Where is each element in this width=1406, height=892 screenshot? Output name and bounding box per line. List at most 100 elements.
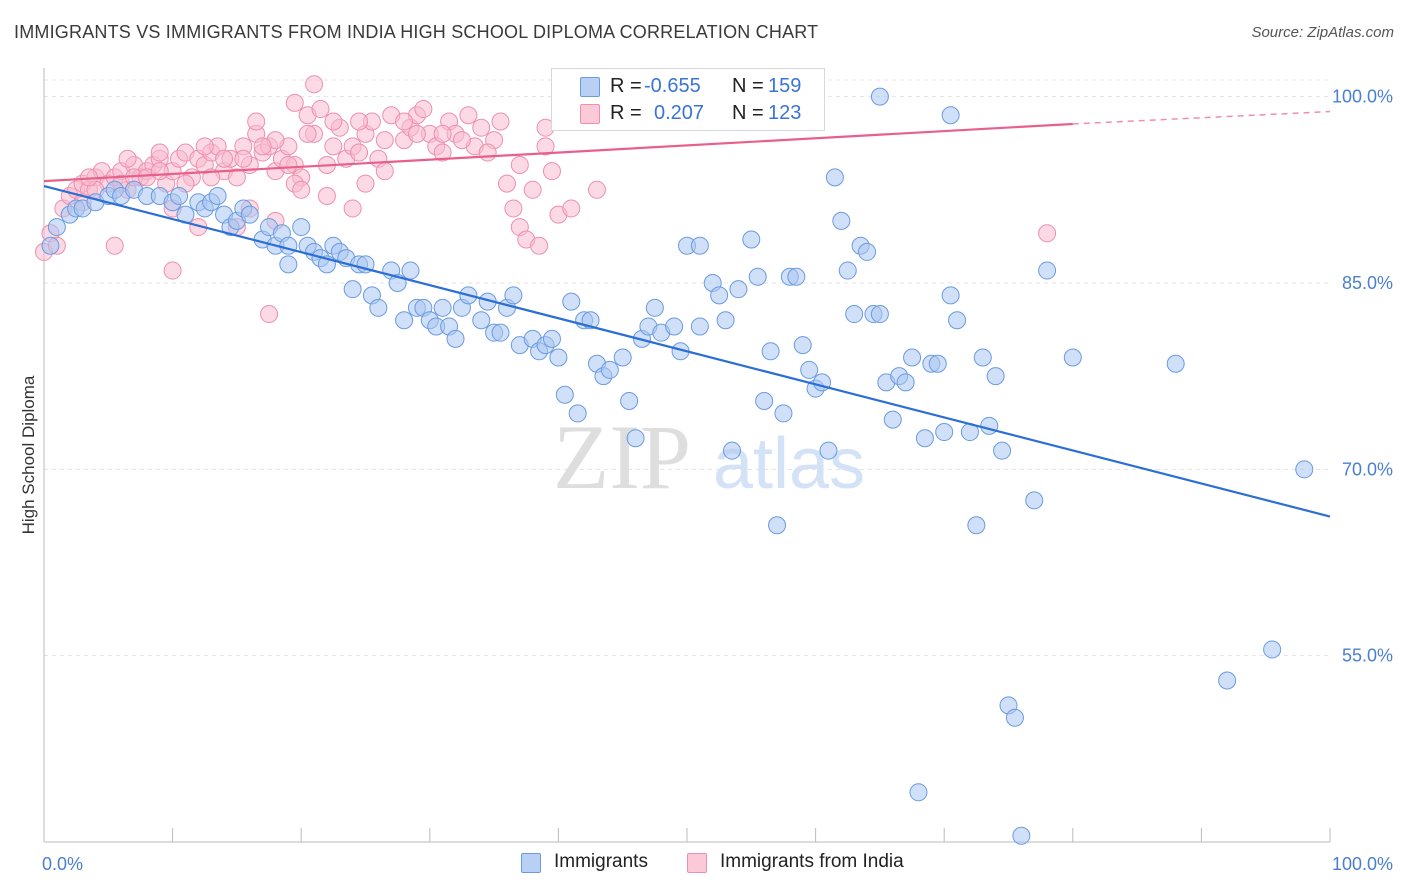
data-point	[452, 131, 471, 150]
trend-line-immigrants	[43, 185, 1331, 518]
data-point	[665, 317, 684, 336]
data-point	[549, 348, 568, 367]
data-point	[562, 292, 581, 311]
series-immigrants-from-india	[35, 75, 1057, 324]
data-point	[858, 242, 877, 261]
data-point	[967, 516, 986, 535]
watermark-zip: ZIP	[553, 406, 691, 508]
data-point	[491, 323, 510, 342]
data-point	[1012, 826, 1031, 845]
data-point	[626, 429, 645, 448]
data-point	[690, 236, 709, 255]
data-point	[350, 143, 369, 162]
bottom-legend-label: Immigrants	[554, 851, 648, 872]
legend-r-value: 0.207	[654, 102, 705, 124]
data-point	[260, 305, 279, 324]
y-axis-label: High School Diploma	[19, 375, 38, 534]
data-point	[620, 391, 639, 410]
data-point	[1263, 640, 1282, 659]
data-point	[774, 404, 793, 423]
x-tick-label: 100.0%	[1332, 854, 1393, 874]
data-point	[163, 261, 182, 280]
series-immigrants	[41, 87, 1314, 845]
data-point	[317, 187, 336, 206]
legend-n-value: 159	[768, 75, 802, 97]
data-point	[793, 336, 812, 355]
data-point	[279, 255, 298, 274]
data-point	[645, 298, 664, 317]
legend-row-india: R = 0.207 N = 123	[552, 100, 824, 126]
data-point	[832, 211, 851, 230]
legend-row-immigrants: R = -0.655 N = 159	[552, 73, 824, 99]
data-point	[755, 391, 774, 410]
data-point	[993, 441, 1012, 460]
data-point	[1005, 708, 1024, 727]
data-point	[915, 429, 934, 448]
data-point	[292, 218, 311, 237]
data-point	[446, 329, 465, 348]
data-point	[941, 106, 960, 125]
x-tick-label: 0.0%	[42, 854, 83, 874]
data-point	[215, 149, 234, 168]
data-point	[407, 124, 426, 143]
data-point	[1295, 460, 1314, 479]
data-point	[253, 137, 272, 156]
data-point	[748, 267, 767, 286]
data-point	[324, 137, 343, 156]
data-point	[311, 100, 330, 119]
data-point	[523, 180, 542, 199]
data-point	[587, 180, 606, 199]
data-point	[279, 155, 298, 174]
data-point	[690, 317, 709, 336]
data-point	[845, 305, 864, 324]
data-point	[973, 348, 992, 367]
data-point	[948, 311, 967, 330]
grid-lines	[44, 79, 1330, 657]
trend-line-india	[43, 122, 1073, 183]
y-tick-label: 100.0%	[1332, 87, 1393, 107]
y-tick-label: 70.0%	[1342, 459, 1393, 479]
data-point	[433, 124, 452, 143]
data-point	[292, 180, 311, 199]
data-point	[800, 360, 819, 379]
data-point	[928, 354, 947, 373]
data-point	[870, 305, 889, 324]
data-point	[1063, 348, 1082, 367]
data-point	[729, 280, 748, 299]
legend-r-label: R =	[610, 75, 642, 97]
data-point	[768, 516, 787, 535]
data-point	[870, 87, 889, 106]
data-point	[433, 143, 452, 162]
data-point	[883, 410, 902, 429]
legend-swatch-pink	[580, 104, 600, 124]
data-point	[227, 168, 246, 187]
data-point	[459, 106, 478, 125]
axes	[43, 68, 1331, 843]
data-point	[761, 342, 780, 361]
data-point	[150, 143, 169, 162]
data-point	[208, 187, 227, 206]
data-point	[491, 112, 510, 131]
tick-labels: 55.0% 70.0% 85.0% 100.0% 0.0% 100.0%	[42, 87, 1393, 874]
data-point	[305, 75, 324, 94]
data-point	[510, 155, 529, 174]
data-point	[41, 236, 60, 255]
data-point	[838, 261, 857, 280]
data-point	[395, 311, 414, 330]
data-point	[395, 112, 414, 131]
data-point	[433, 298, 452, 317]
data-point	[909, 783, 928, 802]
data-point	[414, 100, 433, 119]
data-point	[555, 385, 574, 404]
data-point	[941, 286, 960, 305]
data-point	[478, 143, 497, 162]
data-point	[350, 112, 369, 131]
data-point	[716, 311, 735, 330]
bottom-legend-swatch-pink	[687, 853, 707, 873]
legend-r-value: -0.655	[644, 75, 701, 97]
data-point	[247, 112, 266, 131]
data-point	[472, 311, 491, 330]
data-point	[903, 348, 922, 367]
data-point	[343, 199, 362, 218]
data-point	[240, 205, 259, 224]
